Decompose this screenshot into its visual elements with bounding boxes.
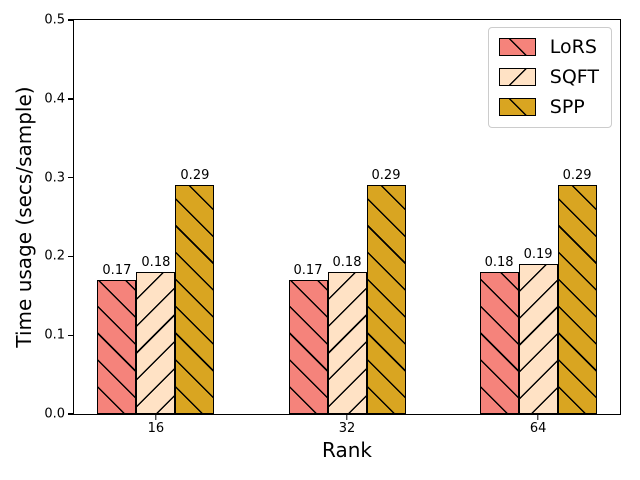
x-axis-label: Rank — [322, 438, 372, 462]
legend-label: SQFT — [549, 65, 599, 88]
legend-item: SPP — [498, 95, 599, 118]
y-tick-label: 0.2 — [44, 248, 65, 264]
y-tick-mark — [68, 413, 73, 415]
bar-group-16-SQFT: 0.18 — [136, 256, 176, 414]
bar-value-label: 0.17 — [102, 263, 132, 279]
bar-group-16-LoRS: 0.17 — [97, 264, 137, 414]
bar-group-64-SPP: 0.29 — [557, 169, 597, 414]
bar — [557, 185, 597, 414]
legend-label: LoRS — [549, 36, 597, 58]
bar — [97, 280, 137, 414]
bar-value-label: 0.29 — [562, 168, 592, 184]
bar — [136, 272, 176, 414]
x-tick-label: 32 — [338, 421, 356, 436]
legend-item: SQFT — [498, 65, 599, 88]
bar — [288, 280, 328, 414]
x-tick-mark — [346, 415, 348, 420]
y-tick-mark — [68, 98, 73, 100]
bar-value-label: 0.29 — [180, 168, 210, 184]
bar-group-64-LoRS: 0.18 — [479, 256, 519, 414]
plot-area: 0.0 0.1 0.2 0.3 0.4 0.5 16 32 64 0.17 0.17 0.18 0.18… — [44, 14, 621, 435]
bar-group-64-SQFT: 0.19 — [518, 248, 558, 414]
y-tick-label: 0.4 — [44, 91, 65, 107]
legend: LoRS SQFT SPP — [487, 27, 612, 128]
bar-value-label: 0.18 — [141, 255, 171, 271]
bar-value-label: 0.18 — [484, 255, 514, 271]
bar-value-label: 0.18 — [332, 255, 362, 271]
legend-item: LoRS — [498, 36, 599, 58]
legend-swatch — [498, 98, 536, 117]
legend-label: SPP — [549, 95, 585, 118]
bar-group-16-SPP: 0.29 — [175, 169, 215, 414]
bar-value-label: 0.17 — [293, 263, 323, 279]
x-tick-label: 64 — [529, 421, 547, 436]
y-tick-mark — [68, 176, 73, 179]
bar — [175, 185, 215, 414]
y-tick-mark — [68, 334, 73, 336]
x-tick-mark — [155, 415, 157, 420]
bar-group-32-LoRS: 0.17 — [288, 264, 328, 414]
legend-swatch — [498, 38, 536, 57]
x-tick-label: 16 — [147, 421, 165, 436]
bar — [327, 272, 367, 414]
bar — [479, 272, 519, 414]
y-tick-mark — [68, 19, 73, 21]
bar-value-label: 0.29 — [371, 168, 401, 184]
bar — [366, 185, 406, 414]
y-tick-label: 0.0 — [44, 406, 65, 422]
bar — [518, 264, 558, 414]
y-tick-label: 0.3 — [44, 170, 65, 186]
bar-value-label: 0.19 — [523, 247, 553, 263]
legend-swatch — [498, 68, 536, 87]
y-tick-label: 0.1 — [44, 327, 65, 343]
y-tick-label: 0.5 — [44, 12, 65, 28]
bar-group-32-SQFT: 0.18 — [327, 256, 367, 414]
y-axis-label: Time usage (secs/sample) — [12, 86, 36, 348]
bar-group-32-SPP: 0.29 — [366, 169, 406, 414]
x-tick-mark — [537, 415, 539, 420]
y-tick-mark — [68, 255, 73, 258]
